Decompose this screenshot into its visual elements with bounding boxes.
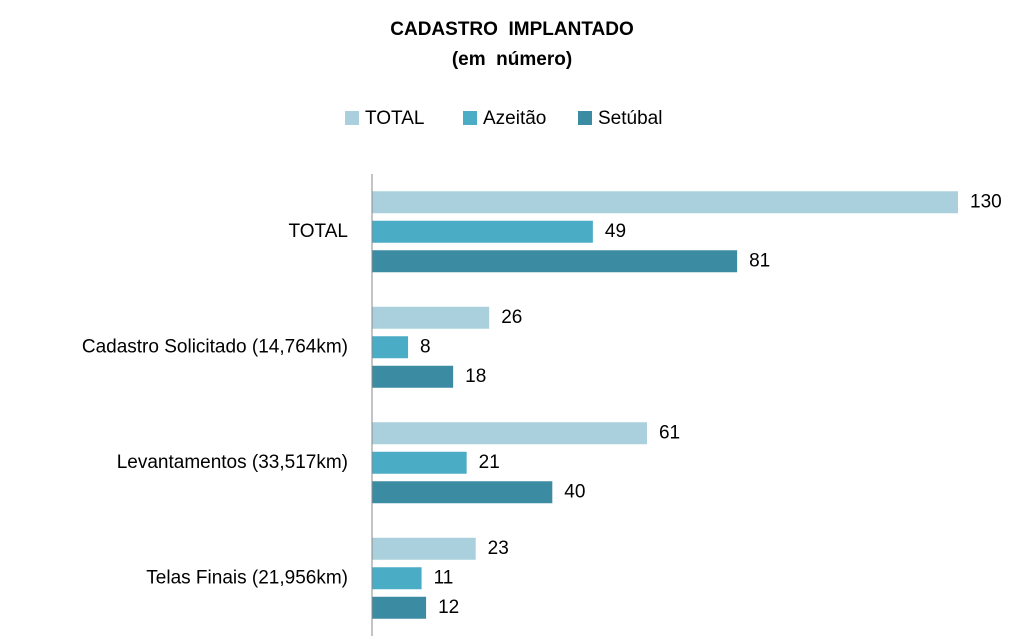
bar [372, 451, 467, 474]
chart-subtitle: (em número) [452, 49, 572, 70]
bar [372, 567, 422, 590]
legend-swatch [463, 111, 477, 125]
bar [372, 596, 427, 619]
bar [372, 481, 553, 504]
legend-label: Azeitão [483, 108, 546, 129]
legend-label: TOTAL [365, 108, 424, 129]
bar [372, 306, 490, 329]
bar [372, 220, 593, 243]
data-label: 21 [479, 452, 500, 473]
bar [372, 191, 958, 214]
data-label: 18 [465, 366, 486, 387]
legend-swatch [578, 111, 592, 125]
data-label: 40 [564, 481, 585, 502]
data-label: 26 [501, 307, 522, 328]
data-label: 81 [749, 250, 770, 271]
y-tick-label: TOTAL [289, 221, 348, 242]
legend-label: Setúbal [598, 108, 662, 129]
y-tick-label: Levantamentos (33,517km) [117, 452, 348, 473]
data-label: 49 [605, 221, 626, 242]
bar [372, 537, 476, 560]
data-label: 130 [970, 191, 1002, 212]
legend-swatch [345, 111, 359, 125]
data-label: 8 [420, 336, 431, 357]
y-tick-label: Telas Finais (21,956km) [146, 567, 348, 588]
data-label: 61 [659, 422, 680, 443]
chart-title: CADASTRO IMPLANTADO [390, 19, 633, 40]
bar [372, 250, 738, 273]
bar [372, 336, 409, 359]
bar [372, 422, 647, 445]
data-label: 12 [438, 597, 459, 618]
data-label: 11 [434, 567, 454, 588]
y-tick-label: Cadastro Solicitado (14,764km) [82, 336, 348, 357]
data-label: 23 [488, 538, 509, 559]
bar [372, 365, 454, 388]
